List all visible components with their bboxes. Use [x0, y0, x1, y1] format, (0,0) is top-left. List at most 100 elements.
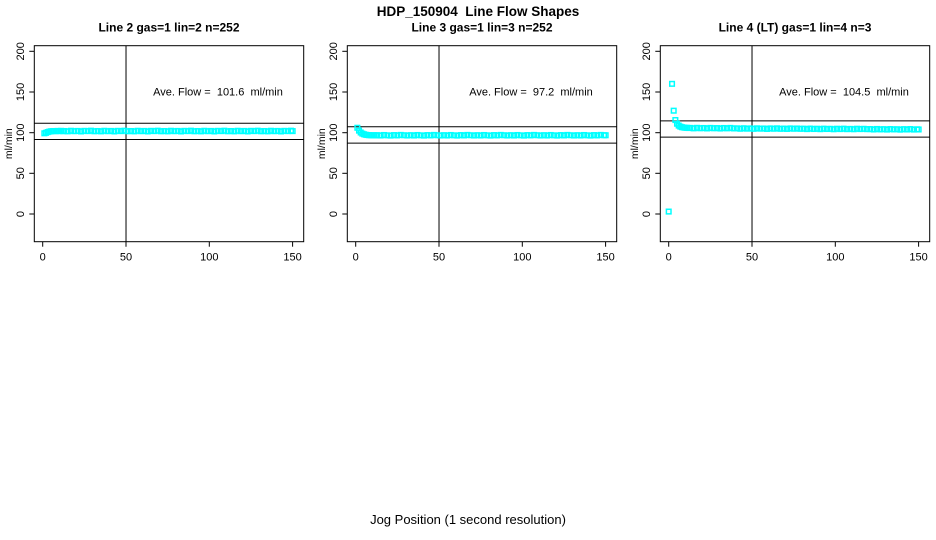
data-point: [500, 132, 508, 139]
data-point: [590, 132, 598, 139]
data-point: [457, 132, 464, 139]
panel-line4: Line 4 (LT) gas=1 lin=4 n=3 Ave. Flow = …: [629, 21, 931, 264]
plot-box: [33, 45, 305, 243]
data-point: [134, 127, 141, 134]
plot-box: [659, 45, 931, 243]
panel-title: Line 4 (LT) gas=1 lin=4 n=3: [719, 21, 872, 35]
data-point: [121, 127, 128, 134]
data-point: [777, 125, 784, 132]
y-axis-title: ml/min: [316, 128, 328, 159]
data-point: [387, 132, 394, 139]
data-point: [577, 132, 584, 139]
main-title: HDP_150904 Line Flow Shapes: [377, 4, 580, 19]
data-point: [560, 132, 568, 139]
y-tick-label: 150: [15, 83, 27, 101]
data-point: [750, 125, 757, 132]
data-point: [843, 126, 851, 133]
data-point: [264, 128, 271, 135]
data-point: [550, 132, 558, 139]
x-tick-label: 0: [353, 252, 359, 264]
data-point: [440, 132, 448, 139]
x-axis-label: Jog Position (1 second resolution): [370, 512, 566, 527]
data-point: [267, 127, 275, 134]
x-tick-label: 0: [40, 252, 46, 264]
data-point: [554, 132, 561, 139]
data-point: [763, 125, 771, 132]
data-point: [690, 125, 697, 132]
data-point: [84, 128, 91, 135]
data-point: [524, 132, 531, 139]
data-point: [400, 132, 408, 139]
data-point: [124, 128, 131, 135]
data-point: [840, 125, 847, 132]
data-point: [587, 132, 594, 139]
ave-flow-annotation: Ave. Flow = 97.2 ml/min: [469, 87, 593, 99]
data-point: [107, 127, 115, 134]
data-point: [853, 125, 861, 132]
data-point: [747, 125, 754, 132]
data-point: [707, 124, 714, 131]
data-point: [867, 126, 874, 133]
data-point: [847, 125, 854, 132]
x-tick-label: 100: [826, 252, 844, 264]
data-point: [800, 125, 807, 132]
data-point: [174, 127, 181, 134]
data-point: [64, 128, 71, 135]
data-point: [484, 132, 491, 139]
data-point: [720, 124, 727, 132]
data-point: [870, 126, 877, 133]
data-point: [514, 131, 521, 139]
data-point: [464, 131, 471, 138]
data-point: [580, 131, 588, 139]
x-tick-label: 50: [120, 252, 132, 264]
data-point: [454, 132, 461, 139]
y-tick-label: 100: [641, 124, 653, 142]
data-point: [197, 128, 205, 135]
data-point: [540, 132, 548, 139]
data-point: [184, 128, 191, 135]
data-point: [144, 128, 151, 135]
data-point: [157, 128, 165, 135]
y-tick-label: 100: [328, 124, 340, 142]
data-point: [807, 125, 814, 132]
ave-flow-annotation: Ave. Flow = 104.5 ml/min: [779, 87, 909, 99]
y-tick-label: 50: [641, 167, 653, 179]
data-point: [544, 132, 551, 139]
data-point: [887, 126, 894, 133]
data-point: [810, 125, 817, 133]
data-point: [534, 132, 541, 139]
data-point: [114, 127, 121, 134]
data-point: [820, 125, 827, 132]
y-tick-label: 200: [328, 42, 340, 60]
data-point: [204, 128, 211, 135]
data-point: [670, 107, 677, 114]
y-tick-label: 50: [328, 167, 340, 179]
data-point: [91, 128, 98, 135]
data-point: [743, 125, 751, 132]
data-point: [224, 128, 231, 135]
data-point: [241, 127, 248, 134]
data-point: [247, 127, 255, 134]
data-point: [474, 132, 481, 139]
data-point: [390, 132, 398, 139]
data-point: [137, 128, 145, 135]
data-point: [703, 125, 711, 132]
data-point: [194, 127, 201, 135]
data-point: [877, 126, 884, 133]
data-point: [857, 126, 864, 133]
y-tick-label: 150: [328, 83, 340, 101]
y-tick-label: 200: [641, 42, 653, 60]
y-tick-label: 0: [15, 211, 27, 217]
data-point: [271, 128, 278, 135]
data-point: [244, 128, 251, 135]
data-point: [574, 132, 581, 139]
data-point: [177, 128, 185, 135]
data-point: [151, 128, 158, 135]
data-point: [697, 125, 704, 132]
data-point: [427, 132, 434, 139]
x-tick-label: 150: [596, 252, 614, 264]
data-point: [803, 126, 811, 133]
data-point: [753, 125, 761, 132]
data-point: [221, 127, 228, 134]
